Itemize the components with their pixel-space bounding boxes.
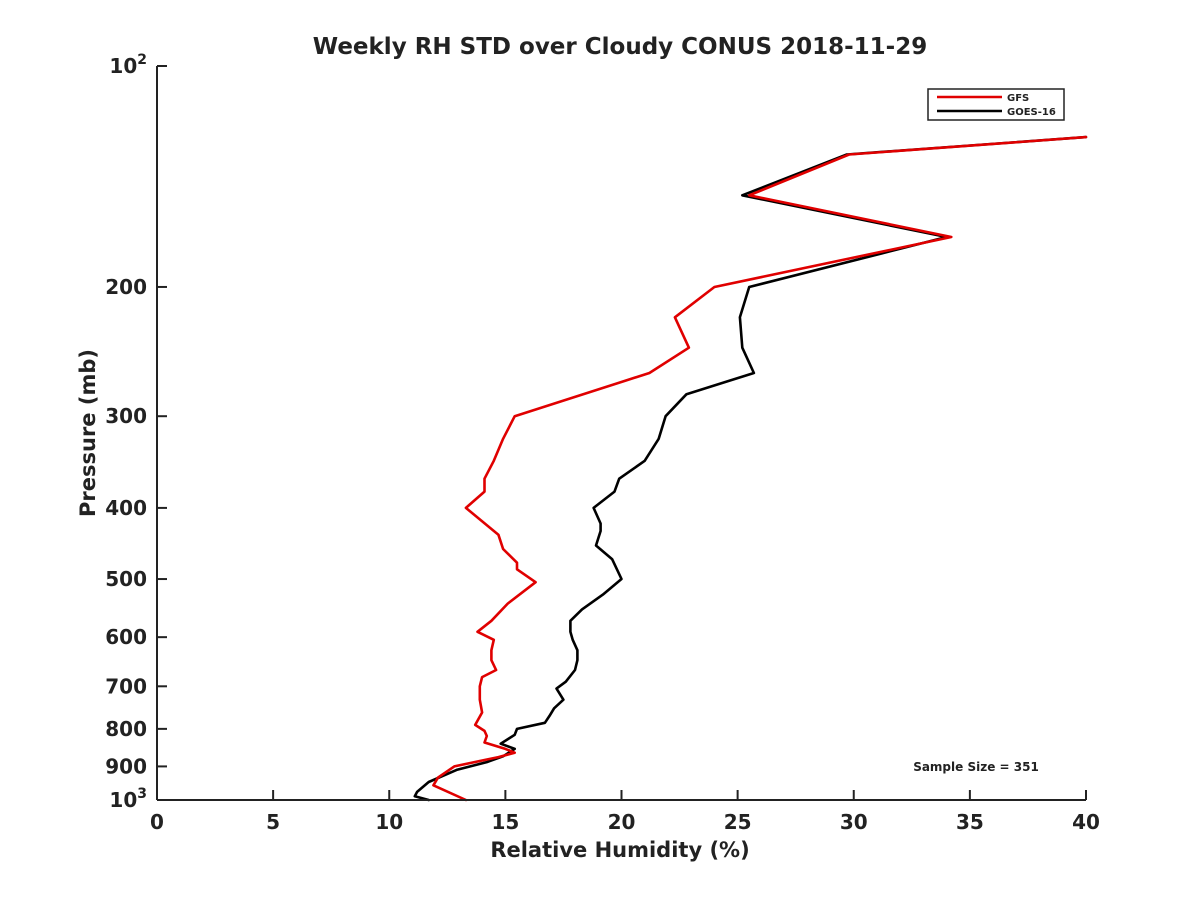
x-tick-label: 30	[840, 810, 868, 834]
x-tick-label: 25	[724, 810, 752, 834]
y-tick-label: 102	[109, 52, 147, 78]
legend-box	[927, 88, 1065, 121]
legend-label: GOES-16	[1007, 107, 1056, 118]
y-tick-label: 600	[105, 625, 147, 649]
plot-lines	[413, 135, 1088, 802]
y-tick-label: 900	[105, 754, 147, 778]
x-tick-label: 35	[956, 810, 984, 834]
y-tick-label: 500	[105, 567, 147, 591]
axes: 0 5 10 15 20 25 30 35 40 102 200 300 400 500 600 700 800…	[105, 52, 1100, 834]
x-tick-label: 0	[150, 810, 164, 834]
series-line-goes-16	[413, 135, 1088, 802]
x-tick-label: 40	[1072, 810, 1100, 834]
y-tick-label: 700	[105, 674, 147, 698]
y-tick-label: 400	[105, 496, 147, 520]
series-line-gfs	[432, 135, 1088, 802]
x-tick-label: 10	[375, 810, 403, 834]
legend: GFS GOES-16	[927, 88, 1065, 121]
chart-title: Weekly RH STD over Cloudy CONUS 2018-11-…	[313, 34, 927, 60]
x-tick-label: 5	[266, 810, 280, 834]
y-tick-label: 300	[105, 404, 147, 428]
y-tick-label: 800	[105, 717, 147, 741]
x-tick-label: 15	[491, 810, 519, 834]
y-tick-label: 103	[109, 786, 147, 812]
sample-size-annotation: Sample Size = 351	[913, 760, 1039, 774]
x-tick-label: 20	[608, 810, 636, 834]
legend-label: GFS	[1007, 93, 1029, 104]
x-axis-label: Relative Humidity (%)	[490, 838, 749, 862]
y-axis-label: Pressure (mb)	[76, 349, 100, 517]
y-tick-label: 200	[105, 275, 147, 299]
